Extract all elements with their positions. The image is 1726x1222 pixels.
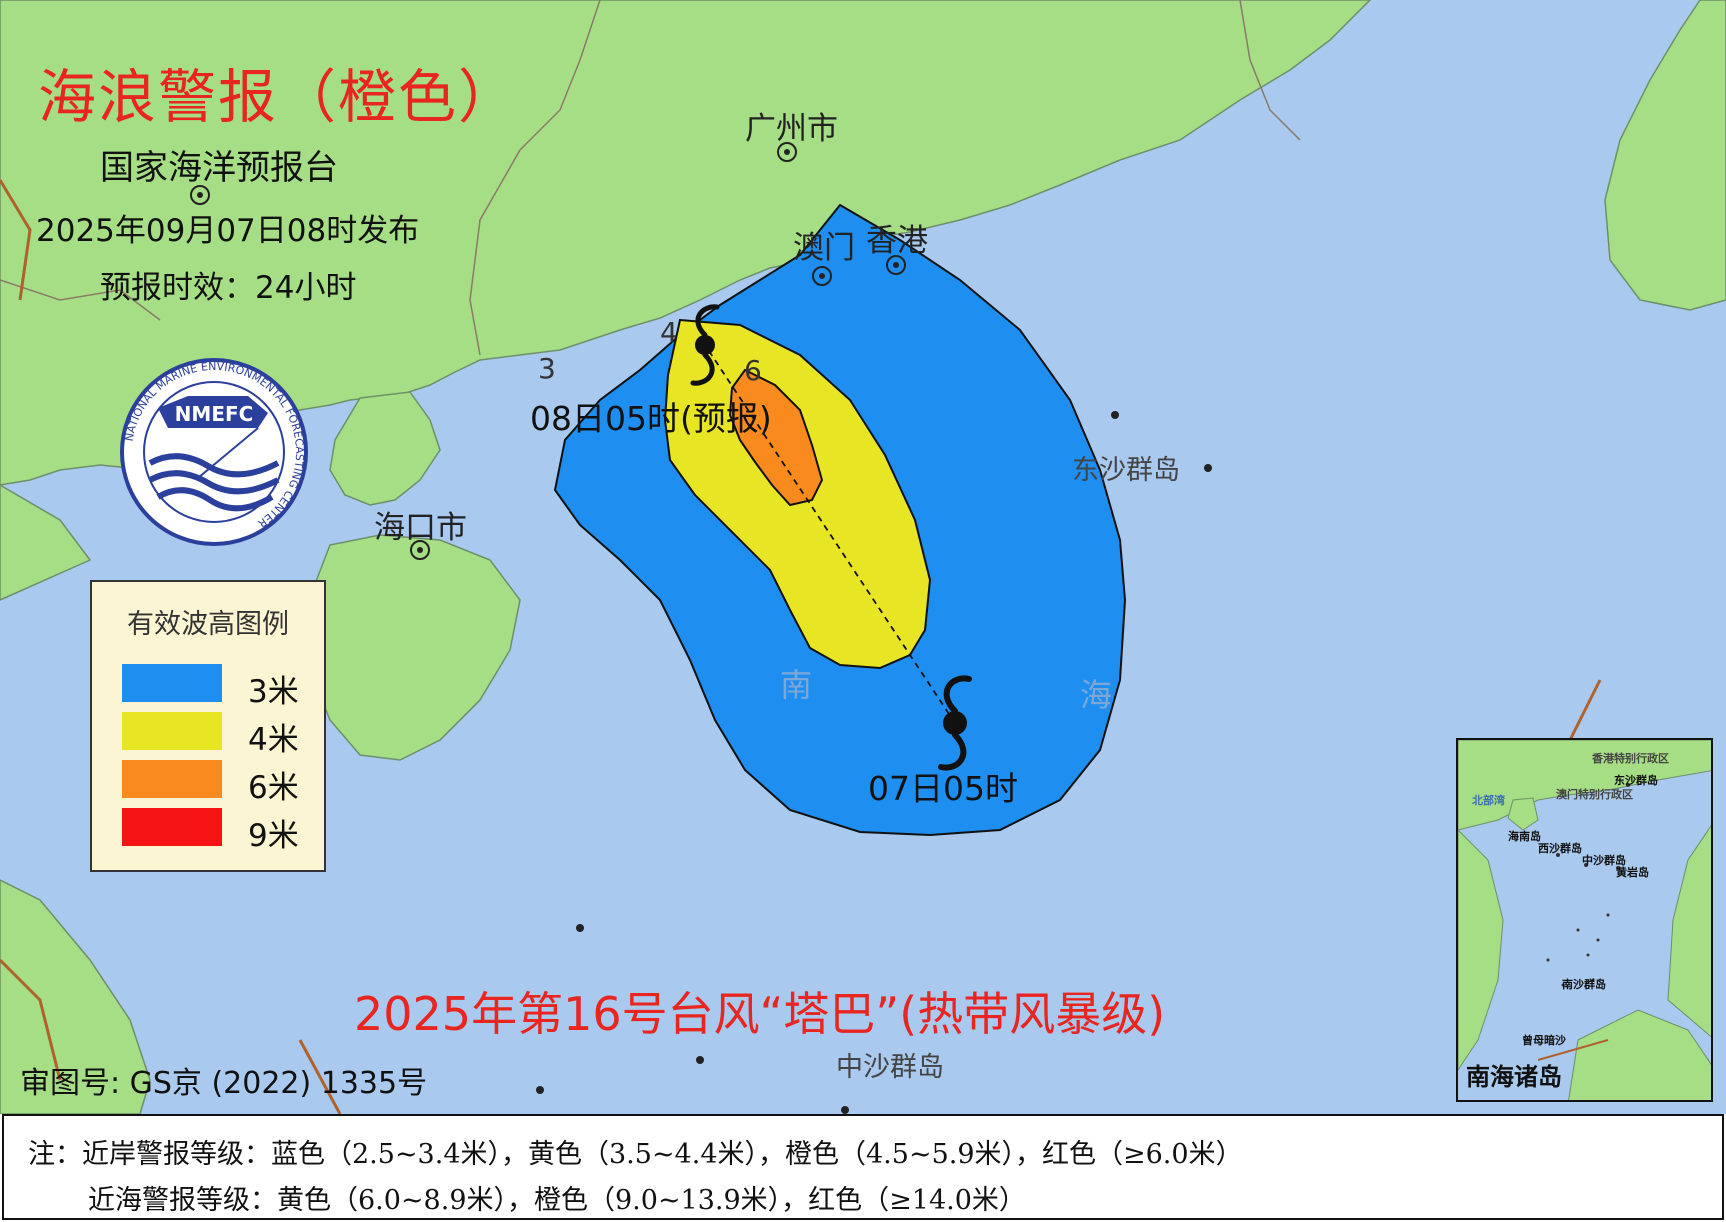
sea-char-south: 南 — [780, 666, 813, 704]
warning-level-notes: 注：近岸警报等级：蓝色（2.5~3.4米），黄色（3.5~4.4米），橙色（4.… — [2, 1114, 1724, 1220]
legend-swatch-6m — [122, 760, 222, 798]
label-macau: 澳门 — [793, 230, 855, 266]
city-marker-haikou — [410, 540, 430, 560]
inset-label-macau-sar: 澳门特别行政区 — [1556, 788, 1633, 801]
legend-item-9m: 9米 — [122, 808, 302, 854]
inset-label-zengmu: 曾母暗沙 — [1522, 1034, 1566, 1047]
typhoon-symbol-forecast — [690, 304, 720, 386]
forecast-position-label: 08日05时(预报) — [530, 399, 772, 438]
inset-label-beibu-gulf: 北部湾 — [1472, 794, 1505, 807]
province-boundary — [0, 0, 1301, 356]
legend-item-3m: 3米 — [122, 664, 302, 710]
notes-line-2: 近海警报等级：黄色（6.0~8.9米），橙色（9.0~13.9米），红色（≥14… — [88, 1185, 1026, 1216]
map-review-number: 审图号: GS京 (2022) 1335号 — [20, 1066, 428, 1101]
typhoon-symbol-current — [938, 675, 972, 771]
isoline-label-4: 4 — [660, 316, 678, 349]
typhoon-track — [704, 344, 956, 724]
city-marker-nanning — [190, 185, 210, 205]
city-marker-macau — [812, 266, 832, 286]
city-marker-guangzhou — [777, 142, 797, 162]
notes-line-1: 注：近岸警报等级：蓝色（2.5~3.4米），黄色（3.5~4.4米），橙色（4.… — [28, 1139, 1243, 1170]
wave-height-legend: 有效波高图例 3米 4米 6米 9米 — [90, 580, 326, 872]
inset-label-zhongsha: 中沙群岛 — [1582, 854, 1626, 867]
inset-title: 南海诸岛 — [1466, 1063, 1562, 1091]
legend-label-4m: 4米 — [248, 722, 299, 758]
sea-char-sea: 海 — [1080, 676, 1113, 714]
label-dongsha: 东沙群岛 — [1072, 455, 1180, 486]
wave-zone-6m — [728, 368, 824, 507]
map-canvas — [0, 0, 1726, 1114]
legend-label-6m: 6米 — [248, 770, 299, 806]
legend-swatch-4m — [122, 712, 222, 750]
country-boundary — [0, 179, 1602, 1114]
logo-abbr: NMEFC — [175, 402, 254, 426]
island — [841, 1106, 849, 1114]
legend-item-6m: 6米 — [122, 760, 302, 806]
isoline-label-6: 6 — [744, 354, 762, 387]
warning-title: 海浪警报（橙色） — [38, 63, 519, 131]
taiwan-island — [1604, 0, 1726, 311]
label-haikou: 海口市 — [374, 510, 467, 546]
forecast-validity: 预报时效：24小时 — [100, 270, 357, 306]
legend-label-3m: 3米 — [248, 674, 299, 710]
island — [1204, 464, 1212, 472]
south-china-sea-inset: 北部湾 海南岛 澳门特别行政区 香港特别行政区 东沙群岛 西沙群岛 中沙群岛 黄… — [1456, 738, 1713, 1102]
label-zhongsha: 中沙群岛 — [836, 1052, 944, 1083]
nmefc-logo: NATIONAL MARINE ENVIRONMENTAL FORECASTIN… — [120, 358, 308, 546]
label-guangzhou: 广州市 — [745, 111, 838, 147]
storm-name: 2025年第16号台风“塔巴”(热带风暴级) — [354, 987, 1166, 1041]
legend-swatch-3m — [122, 664, 222, 702]
inset-label-huangyan: 黄岩岛 — [1616, 866, 1649, 879]
inset-label-xisha: 西沙群岛 — [1538, 842, 1582, 855]
island — [576, 924, 584, 932]
legend-title: 有效波高图例 — [127, 609, 289, 640]
leizhou-peninsula — [329, 391, 441, 506]
inset-label-hainan: 海南岛 — [1508, 830, 1541, 843]
island — [696, 1056, 704, 1064]
current-position-label: 07日05时 — [868, 769, 1018, 808]
inset-label-dongsha: 东沙群岛 — [1614, 774, 1658, 787]
city-marker-hongkong — [886, 255, 906, 275]
inset-map — [1458, 740, 1711, 1100]
isoline-label-3: 3 — [538, 352, 556, 385]
island — [1111, 411, 1119, 419]
issue-time: 2025年09月07日08时发布 — [36, 213, 420, 249]
agency-name: 国家海洋预报台 — [100, 148, 338, 188]
island — [536, 1086, 544, 1094]
inset-label-hongkong-sar: 香港特别行政区 — [1592, 752, 1669, 765]
western-coast — [0, 484, 151, 1114]
legend-item-4m: 4米 — [122, 712, 302, 758]
inset-label-nansha: 南沙群岛 — [1562, 978, 1606, 991]
legend-label-9m: 9米 — [248, 818, 299, 854]
legend-swatch-9m — [122, 808, 222, 846]
label-hongkong: 香港 — [866, 223, 928, 259]
